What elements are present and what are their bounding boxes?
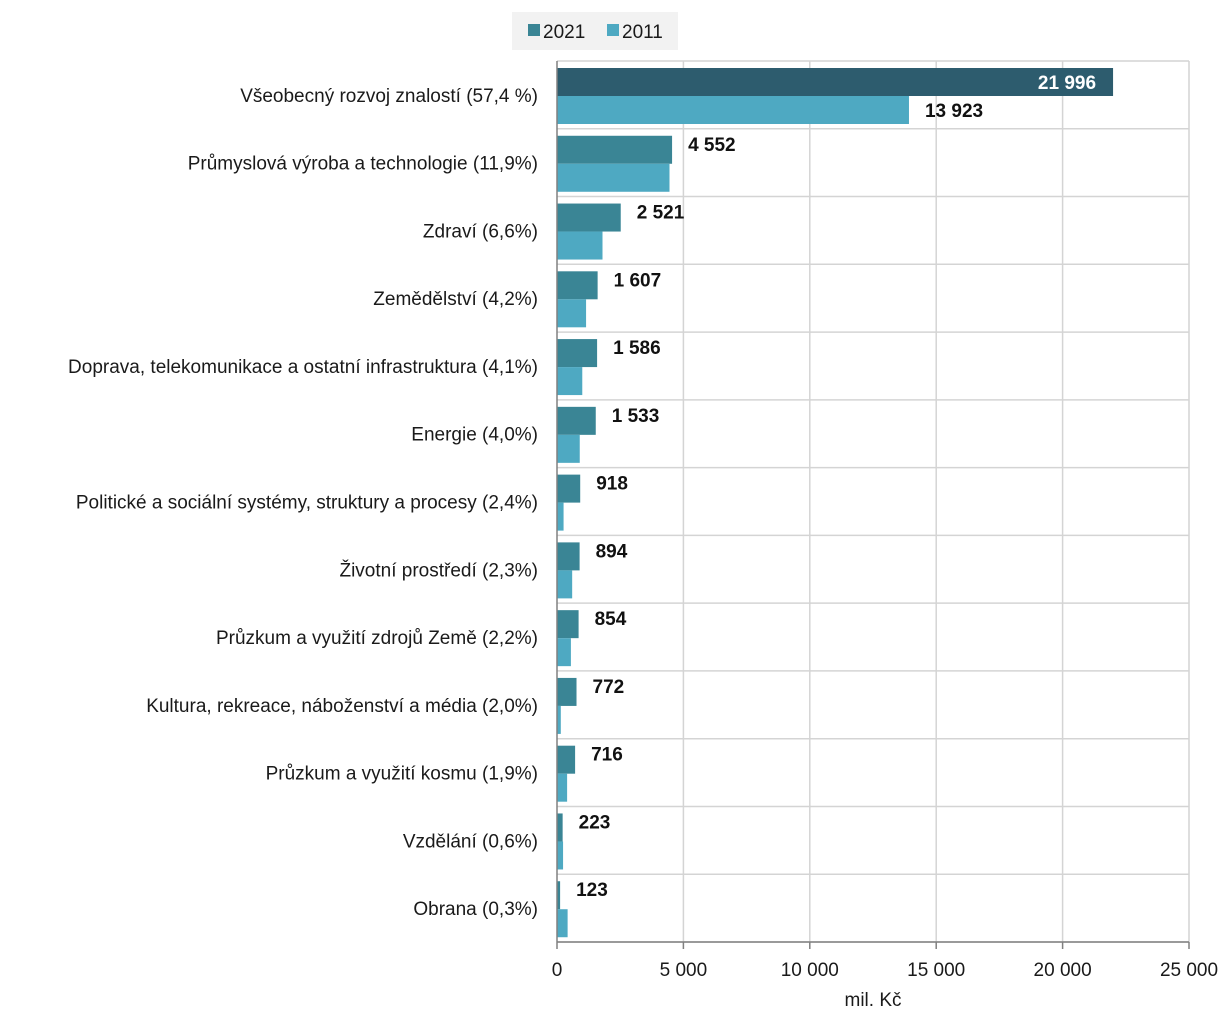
- category-label: Životní prostředí (2,3%): [339, 559, 538, 581]
- bars: 21 996 13 923 4 552 2 521 1 607 1 586 1 533 918…: [557, 68, 1114, 938]
- category-label: Politické a sociální systémy, struktury …: [76, 493, 538, 514]
- bar-2011-kultura-rekreace-nabozenstvi-a-media-2-0: [557, 705, 561, 734]
- bar-2021-vseobecny-rozvoj-znalosti-57-4: [557, 68, 1114, 96]
- bar-2011-vzdelani-0-6: [557, 841, 564, 870]
- bar-2021-doprava-telekomunikace-a-ostatni-infrastruktura-4-1: [557, 339, 598, 368]
- bar-2021-prumyslova-vyroba-a-technologie-11-9: [557, 135, 673, 164]
- value-label-2021: 918: [596, 474, 628, 495]
- category-label: Zdraví (6,6%): [423, 221, 538, 242]
- category-label: Doprava, telekomunikace a ostatní infras…: [68, 357, 538, 378]
- bar-2021-zivotni-prostredi-2-3: [557, 542, 580, 571]
- bar-2011-zemedelstvi-4-2: [557, 299, 587, 328]
- value-label-2021: 4 552: [688, 135, 736, 156]
- bar-2011-politicke-a-socialni-systemy-struktury-a-procesy-2-4: [557, 502, 564, 531]
- bar-2021-kultura-rekreace-nabozenstvi-a-media-2-0: [557, 677, 577, 706]
- x-axis-title: mil. Kč: [845, 990, 902, 1010]
- legend-swatch-2011: [607, 24, 619, 36]
- value-label-2021: 1 586: [613, 338, 661, 359]
- bar-2021-pruzkum-a-vyuziti-kosmu-1-9: [557, 745, 576, 774]
- bar-2011-vseobecny-rozvoj-znalosti-57-4: [557, 96, 909, 124]
- x-tick-label: 10 000: [781, 960, 839, 981]
- category-label: Zemědělství (4,2%): [373, 289, 538, 310]
- value-label-2021: 2 521: [637, 203, 685, 224]
- bar-2021-energie-4-0: [557, 406, 596, 435]
- bar-2011-zivotni-prostredi-2-3: [557, 570, 573, 599]
- category-label: Všeobecný rozvoj znalostí (57,4 %): [240, 86, 538, 107]
- category-label: Průzkum a využití kosmu (1,9%): [266, 764, 538, 785]
- value-label-2021: 123: [576, 880, 608, 901]
- bar-2011-pruzkum-a-vyuziti-zdroju-zeme-2-2: [557, 638, 571, 667]
- bar-2011-prumyslova-vyroba-a-technologie-11-9: [557, 163, 670, 192]
- x-tick-label: 5 000: [660, 960, 708, 981]
- category-label: Průmyslová výroba a technologie (11,9%): [188, 154, 538, 175]
- category-labels: Všeobecný rozvoj znalostí (57,4 %) Průmys…: [68, 86, 538, 920]
- value-label-2021: 772: [593, 677, 625, 698]
- bar-2011-zdravi-6-6: [557, 231, 603, 260]
- x-tick-label: 25 000: [1160, 960, 1218, 981]
- x-tick-label: 20 000: [1034, 960, 1092, 981]
- category-label: Průzkum a využití zdrojů Země (2,2%): [216, 628, 538, 649]
- value-label-2011: 13 923: [925, 101, 983, 122]
- category-label: Vzdělání (0,6%): [403, 831, 538, 852]
- value-label-2021: 716: [591, 745, 623, 766]
- category-label: Kultura, rekreace, náboženství a média (…: [146, 696, 538, 717]
- legend: 2021 2011: [512, 12, 678, 50]
- bar-2011-obrana-0-3: [557, 909, 568, 938]
- category-label: Obrana (0,3%): [413, 899, 538, 920]
- bar-2011-doprava-telekomunikace-a-ostatni-infrastruktura-4-1: [557, 367, 583, 396]
- bar-2021-politicke-a-socialni-systemy-struktury-a-procesy-2-4: [557, 474, 581, 503]
- gridlines: [557, 60, 1190, 943]
- legend-label-2021: 2021: [543, 22, 585, 43]
- value-label-2021: 223: [579, 812, 611, 833]
- legend-swatch-2021: [528, 24, 540, 36]
- bar-2021-obrana-0-3: [557, 881, 561, 910]
- bar-2021-vzdelani-0-6: [557, 813, 563, 842]
- x-tick-label: 15 000: [907, 960, 965, 981]
- bar-2011-pruzkum-a-vyuziti-kosmu-1-9: [557, 773, 568, 802]
- bar-2021-pruzkum-a-vyuziti-zdroju-zeme-2-2: [557, 610, 579, 639]
- x-tick-label: 0: [552, 960, 563, 981]
- value-label-2021: 21 996: [1038, 73, 1096, 94]
- bar-2011-energie-4-0: [557, 434, 580, 463]
- value-label-2021: 1 607: [614, 270, 662, 291]
- value-label-2021: 1 533: [612, 406, 660, 427]
- value-label-2021: 894: [596, 541, 628, 562]
- x-axis: 0 5 000 10 000 15 000 20 000 25 000 mil. Kč: [552, 61, 1218, 1010]
- value-label-2021: 854: [595, 609, 627, 630]
- category-label: Energie (4,0%): [411, 425, 538, 446]
- bar-2021-zdravi-6-6: [557, 203, 621, 232]
- bar-2021-zemedelstvi-4-2: [557, 271, 598, 300]
- legend-label-2011: 2011: [622, 22, 663, 43]
